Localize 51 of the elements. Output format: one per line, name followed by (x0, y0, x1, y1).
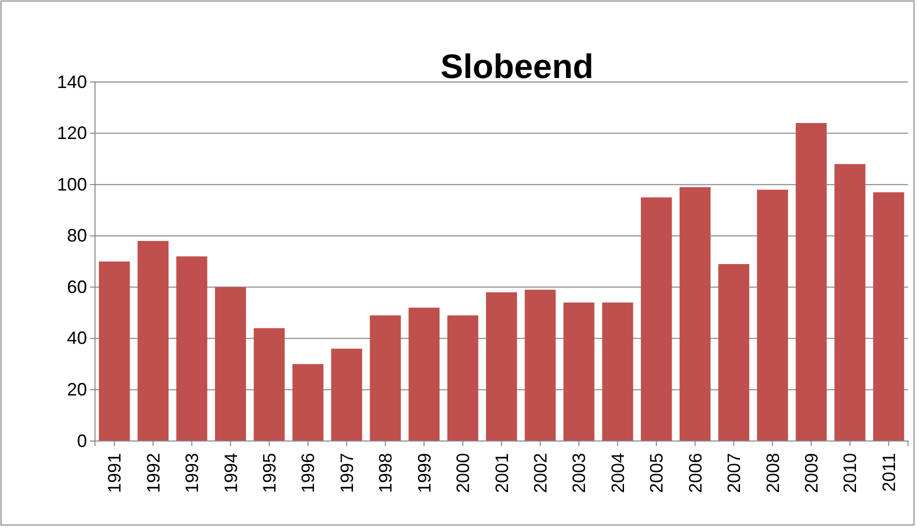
bar (757, 190, 788, 441)
x-tick-label: 1993 (182, 453, 202, 494)
bar (563, 302, 594, 441)
y-tick-label: 140 (56, 72, 87, 92)
x-tick-label: 2005 (646, 453, 667, 494)
y-tick-label: 40 (66, 328, 87, 348)
x-tick-label: 1992 (143, 453, 164, 494)
y-tick-label: 20 (66, 379, 87, 400)
x-tick-label: 2009 (802, 453, 822, 494)
x-tick-label: 1994 (220, 453, 241, 494)
bar (640, 197, 672, 441)
y-tick-label: 100 (56, 174, 87, 194)
bar (796, 123, 827, 441)
x-tick-label: 1998 (376, 453, 396, 494)
bar (447, 315, 478, 441)
x-tick-label: 2000 (453, 453, 474, 494)
chart-title: Slobeend (440, 48, 594, 86)
bar (873, 192, 904, 441)
bar (718, 264, 750, 441)
bar (524, 290, 556, 441)
x-tick-label: 2003 (569, 453, 590, 494)
x-tick-label: 2004 (608, 453, 628, 494)
y-tick-label: 120 (56, 123, 87, 144)
y-tick-label: 60 (66, 276, 87, 297)
bar (602, 302, 634, 441)
x-tick-label: 1991 (104, 453, 125, 494)
x-tick-label: 1997 (336, 453, 357, 494)
bar (254, 328, 285, 441)
y-tick-label: 80 (66, 226, 87, 246)
x-tick-label: 2002 (530, 453, 551, 494)
bar (680, 187, 711, 441)
bar (176, 256, 208, 441)
x-tick-label: 1999 (414, 453, 434, 494)
x-tick-label: 1996 (298, 453, 318, 494)
x-tick-label: 2007 (724, 453, 744, 494)
bar (486, 292, 517, 441)
bar (408, 308, 440, 441)
bar (370, 315, 401, 441)
bar (138, 240, 169, 441)
x-tick-label: 2008 (762, 453, 783, 494)
bar (215, 287, 246, 441)
x-tick-label: 2006 (685, 453, 706, 494)
x-tick-label: 2001 (492, 453, 512, 494)
bar (98, 262, 130, 441)
x-tick-label: 2011 (878, 453, 899, 492)
bar (292, 364, 324, 441)
x-tick-label: 1995 (260, 453, 280, 494)
y-tick-label: 0 (76, 430, 87, 451)
x-tick-label: 2010 (840, 453, 860, 494)
bar (834, 164, 866, 441)
bar (331, 348, 362, 441)
